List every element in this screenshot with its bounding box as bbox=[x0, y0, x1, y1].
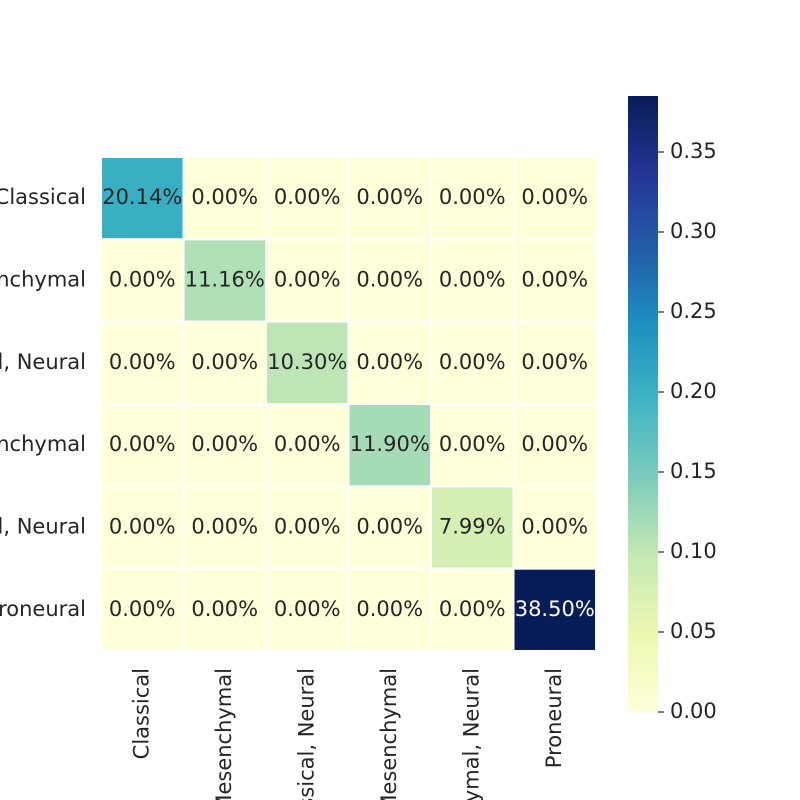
cell-label: 7.99% bbox=[439, 515, 506, 539]
cell-label: 0.00% bbox=[356, 268, 423, 292]
heatmap-cell bbox=[512, 403, 597, 488]
x-tick-label: Mesenchymal bbox=[212, 668, 236, 800]
cell-label: 0.00% bbox=[356, 515, 423, 539]
heatmap-cell bbox=[347, 320, 432, 405]
cell-label: 0.00% bbox=[439, 432, 506, 456]
y-tick-label: Mesenchymal bbox=[0, 268, 86, 292]
cell-label: 0.00% bbox=[274, 268, 341, 292]
colorbar-tick-label: 0.15 bbox=[670, 459, 717, 483]
colorbar-tick-label: 0.10 bbox=[670, 539, 717, 563]
cell-label: 0.00% bbox=[191, 350, 258, 374]
x-tick-label: Classical bbox=[129, 668, 153, 759]
cell-label: 0.00% bbox=[356, 185, 423, 209]
colorbar-tick-label: 0.20 bbox=[670, 379, 717, 403]
cell-label: 0.00% bbox=[439, 597, 506, 621]
cell-label: 0.00% bbox=[109, 432, 176, 456]
cell-label: 0.00% bbox=[109, 597, 176, 621]
cell-label: 11.90% bbox=[350, 432, 430, 456]
cell-label: 10.30% bbox=[267, 350, 347, 374]
x-tick-label: Classical, Neural bbox=[294, 668, 318, 800]
heatmap-cell bbox=[347, 485, 432, 570]
cell-label: 0.00% bbox=[274, 185, 341, 209]
heatmap-cell bbox=[430, 403, 515, 488]
colorbar-tick-label: 0.00 bbox=[670, 699, 717, 723]
cell-label: 0.00% bbox=[521, 350, 588, 374]
heatmap-cell bbox=[512, 238, 597, 323]
heatmap-cell bbox=[430, 485, 515, 570]
cell-label: 0.00% bbox=[109, 515, 176, 539]
cell-label: 11.16% bbox=[185, 268, 265, 292]
heatmap-cell bbox=[512, 485, 597, 570]
heatmap-cell bbox=[182, 238, 267, 323]
cell-label: 0.00% bbox=[521, 268, 588, 292]
heatmap-cell bbox=[182, 156, 267, 241]
cell-label: 0.00% bbox=[109, 350, 176, 374]
colorbar-tick-label: 0.25 bbox=[670, 299, 717, 323]
cell-label: 0.00% bbox=[356, 350, 423, 374]
colorbar bbox=[628, 96, 658, 712]
heatmap-cell bbox=[430, 567, 515, 653]
x-tick-label: Mesenchymal, Neural bbox=[459, 668, 483, 800]
heatmap-cell bbox=[512, 567, 597, 653]
heatmap-cell bbox=[265, 403, 350, 488]
x-tick-label: Proneural bbox=[542, 668, 566, 768]
y-tick-label: Mesenchymal, Neural bbox=[0, 515, 86, 539]
heatmap-cell bbox=[100, 567, 185, 653]
cell-label: 0.00% bbox=[274, 432, 341, 456]
cell-label: 0.00% bbox=[439, 268, 506, 292]
heatmap-cell bbox=[265, 485, 350, 570]
cell-label: 0.00% bbox=[274, 597, 341, 621]
heatmap-cell bbox=[430, 320, 515, 405]
cell-label: 0.00% bbox=[109, 268, 176, 292]
cell-label: 0.00% bbox=[356, 597, 423, 621]
heatmap-cell bbox=[347, 403, 432, 488]
cell-label: 38.50% bbox=[515, 597, 595, 621]
colorbar-tick-label: 0.05 bbox=[670, 619, 717, 643]
cell-label: 0.00% bbox=[521, 515, 588, 539]
heatmap-cell bbox=[347, 567, 432, 653]
cell-label: 0.00% bbox=[439, 185, 506, 209]
heatmap-cell bbox=[512, 320, 597, 405]
cell-label: 0.00% bbox=[274, 515, 341, 539]
cell-label: 0.00% bbox=[521, 432, 588, 456]
heatmap-cell bbox=[347, 238, 432, 323]
y-tick-label: Classical, Mesenchymal bbox=[0, 432, 86, 456]
y-tick-label: Classical bbox=[0, 185, 86, 209]
cell-label: 0.00% bbox=[191, 597, 258, 621]
colorbar-tick-label: 0.35 bbox=[670, 139, 717, 163]
cell-label: 0.00% bbox=[521, 185, 588, 209]
cell-label: 0.00% bbox=[439, 350, 506, 374]
y-tick-label: Proneural bbox=[0, 597, 86, 621]
cell-label: 20.14% bbox=[102, 185, 182, 209]
heatmap-cell bbox=[182, 403, 267, 488]
colorbar-tick-label: 0.30 bbox=[670, 219, 717, 243]
heatmap-cell bbox=[512, 156, 597, 241]
cell-label: 0.00% bbox=[191, 515, 258, 539]
y-tick-label: Classical, Neural bbox=[0, 350, 86, 374]
heatmap-cell bbox=[100, 403, 185, 488]
cell-label: 0.00% bbox=[191, 432, 258, 456]
cell-label: 0.00% bbox=[191, 185, 258, 209]
x-tick-label: Classical, Mesenchymal bbox=[377, 668, 401, 800]
heatmap-cell bbox=[182, 320, 267, 405]
heatmap-cell bbox=[100, 156, 185, 241]
